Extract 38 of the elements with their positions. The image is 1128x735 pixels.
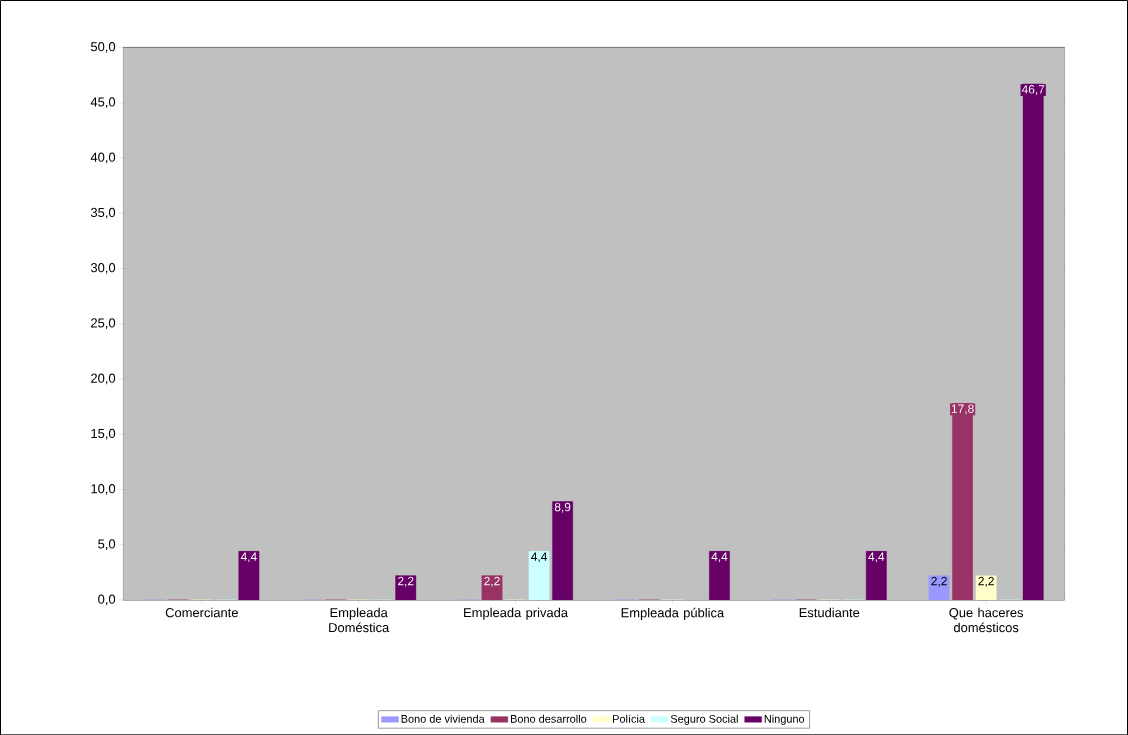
data-label: 4,4 (711, 552, 728, 563)
y-tick-label: 10,0 (91, 483, 116, 495)
data-label: 2,2 (978, 576, 994, 587)
y-tick-label: 30,0 (90, 262, 116, 274)
legend-label: Ninguno (764, 714, 805, 725)
bar (552, 501, 574, 600)
y-tick-label: 35,0 (90, 207, 116, 219)
x-tick-label: Empleada privada (464, 607, 569, 620)
y-tick-label: 25,0 (91, 318, 116, 329)
x-tick-label: Que haceres domésticos (949, 607, 1024, 632)
data-label: 46,7 (1021, 84, 1045, 95)
y-tick-label: 0,0 (98, 594, 116, 606)
y-tick-label: 5,0 (98, 539, 116, 550)
data-label: 8,9 (554, 502, 571, 513)
data-label: 4,4 (240, 552, 257, 563)
y-tick-label: 45,0 (90, 97, 116, 108)
data-label: 4,4 (868, 552, 885, 563)
legend-label: Bono desarrollo (510, 714, 587, 723)
legend-label: Polícia (613, 714, 645, 723)
bar (1022, 83, 1044, 600)
x-tick-label: Empleada pública (621, 607, 725, 620)
x-tick-label: Empleada Doméstica (329, 607, 390, 632)
x-tick-label: Comerciante (165, 607, 238, 618)
y-tick-label: 50,0 (90, 41, 116, 53)
y-tick-label: 15,0 (91, 428, 116, 440)
legend-label: Seguro Social (670, 714, 738, 725)
bar (865, 550, 887, 600)
data-label: 2,2 (931, 576, 947, 587)
legend-label: Bono de vivienda (401, 714, 485, 723)
data-label: 4,4 (531, 552, 548, 563)
y-tick-label: 40,0 (90, 152, 116, 164)
data-label: 2,2 (398, 576, 414, 587)
bar (238, 550, 260, 600)
bar (528, 550, 550, 600)
data-label: 2,2 (484, 576, 500, 587)
y-tick-label: 20,0 (91, 373, 116, 385)
data-label: 17,8 (951, 404, 974, 415)
x-tick-label: Estudiante (799, 607, 860, 618)
